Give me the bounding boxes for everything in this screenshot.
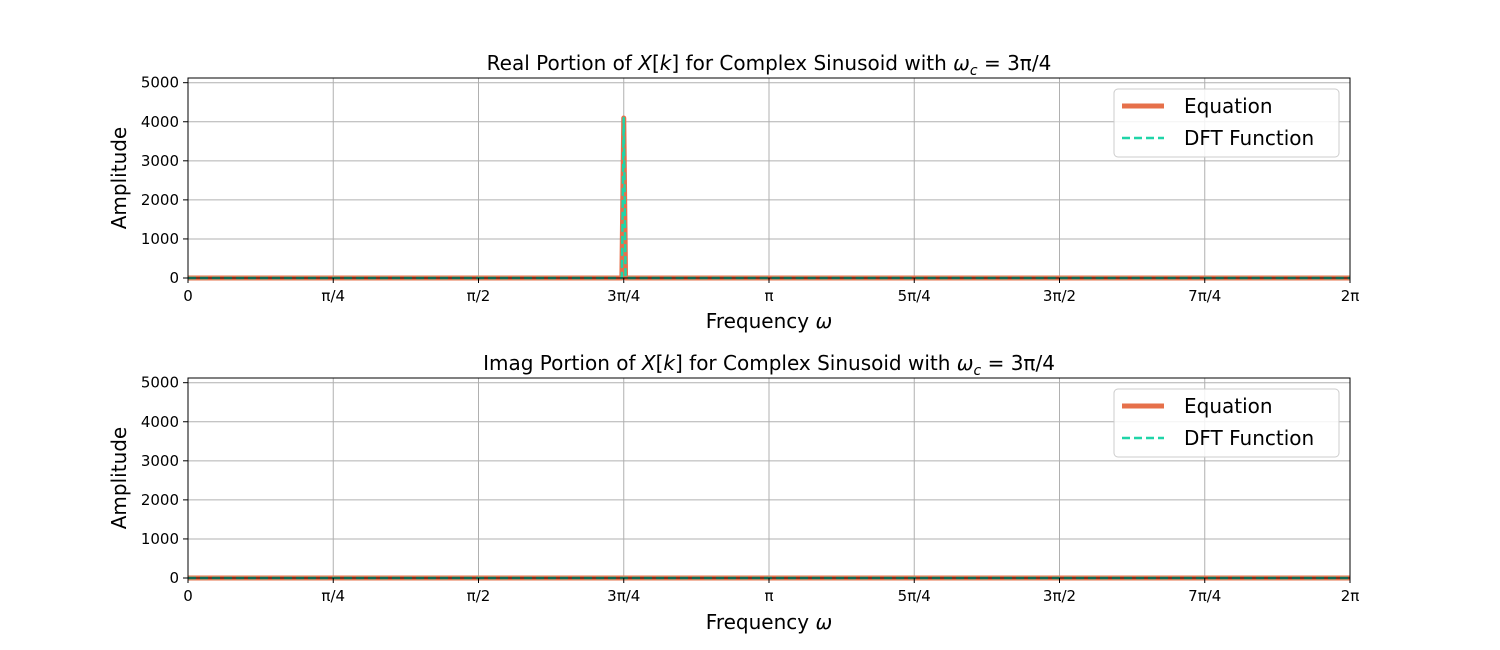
legend: Equation DFT Function (1113, 388, 1340, 458)
y-axis-label: Amplitude (107, 427, 131, 530)
tick-layer: 0 π/4 π/2 3π/4 π 5π/4 3π/2 7π/4 2π 0 1000 2000 3000 4… (141, 74, 1359, 305)
chart-title: Imag Portion of X[k] for Complex Sinusoi… (483, 351, 1055, 379)
x-tick-label: 2π (1341, 287, 1360, 305)
y-tick-label: 4000 (141, 113, 179, 131)
y-tick-label: 1000 (141, 530, 179, 548)
y-tick-label: 1000 (141, 230, 179, 248)
x-tick-label: 3π/2 (1043, 587, 1076, 605)
chart-imag-portion: Imag Portion of X[k] for Complex Sinusoi… (107, 351, 1359, 634)
tick-layer: 0 π/4 π/2 3π/4 π 5π/4 3π/2 7π/4 2π 0 1000 2000 3000 4… (141, 374, 1359, 605)
x-axis-label: Frequency ω (706, 309, 832, 333)
y-tick-label: 5000 (141, 374, 179, 392)
chart-title: Real Portion of X[k] for Complex Sinusoi… (487, 51, 1052, 79)
legend-label: Equation (1184, 394, 1273, 418)
y-tick-label: 3000 (141, 152, 179, 170)
x-tick-label: 5π/4 (898, 587, 931, 605)
x-axis-label: Frequency ω (706, 610, 832, 634)
x-tick-label: π/4 (321, 287, 345, 305)
legend-label: DFT Function (1184, 126, 1314, 150)
y-tick-label: 3000 (141, 452, 179, 470)
x-tick-label: π (764, 587, 773, 605)
y-tick-label: 2000 (141, 191, 179, 209)
x-tick-label: 0 (183, 287, 193, 305)
x-tick-label: π/4 (321, 587, 345, 605)
legend-label: Equation (1184, 94, 1273, 118)
y-tick-label: 2000 (141, 491, 179, 509)
x-tick-label: 2π (1341, 587, 1360, 605)
y-tick-label: 0 (169, 269, 179, 287)
legend: Equation DFT Function (1113, 88, 1340, 158)
chart-real-portion: Real Portion of X[k] for Complex Sinusoi… (107, 51, 1359, 333)
y-axis-label: Amplitude (107, 127, 131, 230)
x-tick-label: 3π/4 (607, 587, 640, 605)
y-tick-label: 4000 (141, 413, 179, 431)
y-tick-label: 0 (169, 569, 179, 587)
x-tick-label: 0 (183, 587, 193, 605)
x-tick-label: π (764, 287, 773, 305)
x-tick-label: 3π/4 (607, 287, 640, 305)
x-tick-label: 3π/2 (1043, 287, 1076, 305)
legend-box (1113, 88, 1340, 158)
x-tick-label: 7π/4 (1188, 287, 1221, 305)
legend-label: DFT Function (1184, 426, 1314, 450)
legend-box (1113, 388, 1340, 458)
y-tick-label: 5000 (141, 74, 179, 92)
x-tick-label: π/2 (467, 287, 491, 305)
x-tick-label: 7π/4 (1188, 587, 1221, 605)
x-tick-label: π/2 (467, 587, 491, 605)
x-tick-label: 5π/4 (898, 287, 931, 305)
